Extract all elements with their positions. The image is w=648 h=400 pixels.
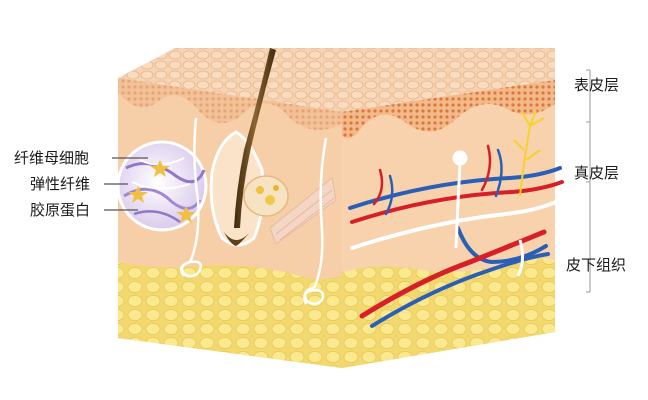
pacinian-corpuscle-icon xyxy=(452,150,525,277)
sebaceous-gland-icon xyxy=(243,175,289,217)
epidermis-top-surface xyxy=(118,48,555,112)
fibroblast-icon xyxy=(128,160,196,223)
epidermis-label: 表皮层 xyxy=(574,76,620,94)
leader-lines xyxy=(104,157,148,211)
collagen-label: 胶原蛋白 xyxy=(30,201,91,219)
zoom-circle xyxy=(116,140,208,232)
dermis-label: 真皮层 xyxy=(574,164,620,182)
fibroblast-label: 纤维母细胞 xyxy=(14,149,90,167)
subcutaneous-label: 皮下组织 xyxy=(566,256,627,274)
elastic-fiber-label: 弹性纤维 xyxy=(30,175,91,193)
nerve-fiber-icon xyxy=(513,109,545,197)
hair-shaft-icon xyxy=(234,48,276,228)
sweat-gland-icon xyxy=(179,117,328,306)
blood-vessel-icon xyxy=(348,144,564,328)
hair-follicle xyxy=(209,48,276,247)
layer-bracket xyxy=(586,69,591,293)
